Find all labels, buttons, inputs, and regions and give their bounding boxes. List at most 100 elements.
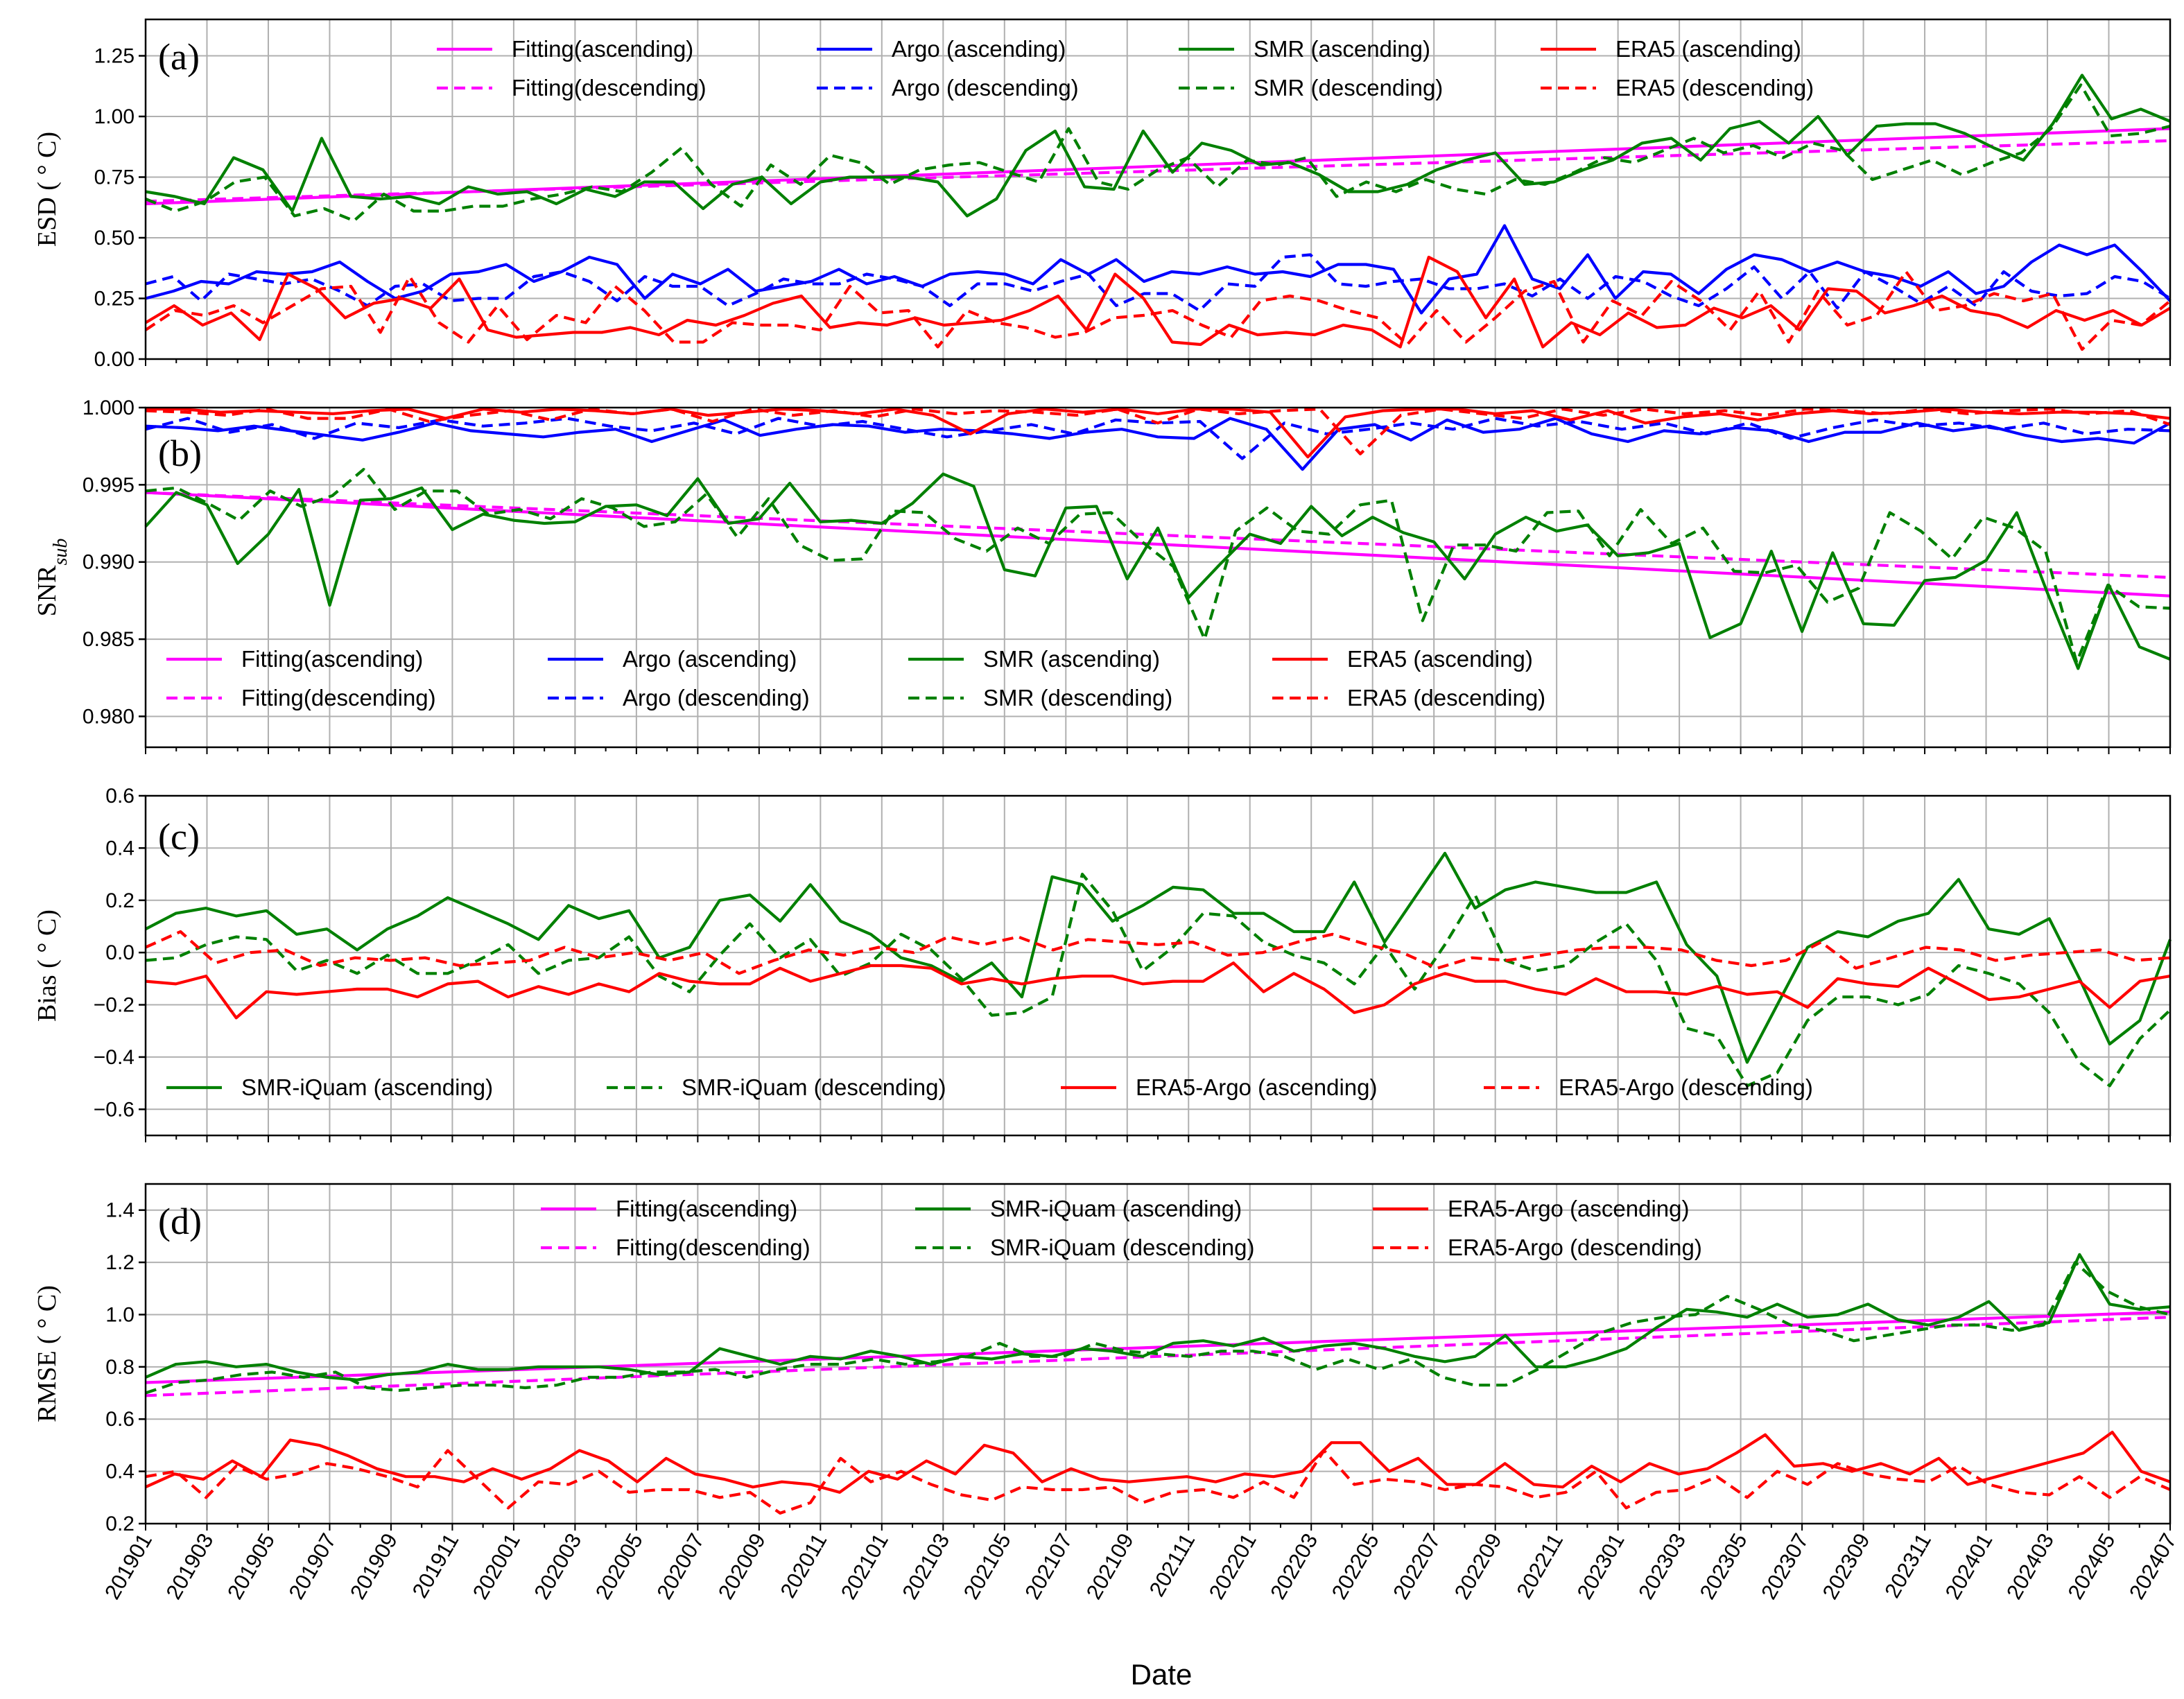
date-tick-label: 202201 [1204, 1529, 1261, 1603]
legend-entry: ERA5 (ascending) [1347, 646, 1533, 672]
series-line-era5-ascending [146, 408, 2171, 459]
date-tick-label: 202407 [2124, 1529, 2181, 1603]
date-tick-label: 202311 [1880, 1529, 1936, 1602]
series-line-argo-ascending [145, 417, 2172, 471]
y-tick-label: 0.985 [83, 628, 135, 651]
date-tick-label: 202211 [1511, 1529, 1568, 1602]
y-axis-label: ESD ( ° C) [33, 132, 62, 247]
date-tick-label: 202203 [1265, 1529, 1322, 1603]
date-tick-label: 202209 [1450, 1529, 1507, 1603]
y-tick-label: 1.25 [94, 45, 135, 68]
plot-frame [144, 794, 2172, 1137]
legend-entry: Fitting(descending) [241, 685, 436, 711]
legend-entry: ERA5-Argo (descending) [1448, 1235, 1702, 1260]
series-line-smr-ascending [145, 73, 2171, 218]
legend-entry: SMR-iQuam (descending) [682, 1074, 946, 1100]
y-tick-label: 1.2 [105, 1251, 135, 1274]
date-tick-label: 202011 [776, 1529, 832, 1602]
legend-entry: Fitting(ascending) [616, 1196, 797, 1221]
date-tick-label: 202007 [652, 1529, 709, 1603]
y-tick-label: 0.4 [105, 837, 135, 860]
date-tick-label: 202305 [1695, 1529, 1752, 1603]
date-tick-label: 202307 [1756, 1529, 1813, 1603]
date-tick-label: 202009 [713, 1529, 770, 1603]
panel-a-esd: 0.00 0.25 0.50 0.75 1.00 1.25 (a) ESD ( ° C) Fit… [33, 18, 2172, 371]
date-tick-label: 202403 [2002, 1529, 2059, 1603]
series-line-smr-descending [145, 83, 2171, 223]
series-line-smr-iquam-descending [145, 1260, 2171, 1395]
series-line-smr-iquam-ascending [145, 1253, 2171, 1382]
y-axis-label: SNRsub [33, 539, 71, 617]
date-tick-label: 202301 [1572, 1529, 1629, 1603]
y-tick-label: 0.75 [94, 166, 135, 189]
date-tick-label: 202001 [468, 1529, 525, 1603]
legend-entry: ERA5 (descending) [1615, 75, 1814, 101]
y-axis-label: RMSE ( ° C) [33, 1285, 62, 1422]
series-line-era5-descending [145, 408, 2171, 455]
panel-letter: (b) [158, 433, 202, 474]
legend-entry: SMR-iQuam (ascending) [990, 1196, 1242, 1221]
legend-entry: ERA5-Argo (descending) [1559, 1074, 1813, 1100]
y-tick-label: 1.0 [105, 1303, 135, 1326]
date-tick-label: 201901 [100, 1529, 157, 1603]
legend: Fitting(ascending) Fitting(descending) SMR… [541, 1196, 1702, 1260]
legend: SMR-iQuam (ascending) SMR-iQuam (descendi… [166, 1074, 1813, 1100]
y-tick-label: 0.2 [105, 889, 135, 912]
legend-entry: SMR (descending) [1254, 75, 1443, 101]
legend-entry: SMR (ascending) [983, 646, 1160, 672]
date-tick-label: 202103 [897, 1529, 954, 1603]
date-tick-label: 202207 [1388, 1529, 1445, 1603]
date-tick-label: 202105 [959, 1529, 1016, 1603]
panel-letter: (d) [158, 1201, 202, 1242]
series-line-argo-descending [145, 417, 2171, 460]
y-tick-label: −0.4 [94, 1046, 135, 1069]
date-tick-label: 202401 [1941, 1529, 1997, 1603]
series-line-smr-iquam-descending [145, 872, 2172, 1088]
y-tick-label: 1.4 [105, 1199, 135, 1222]
y-tick-label: 0.980 [83, 705, 135, 728]
date-tick-label: 202205 [1327, 1529, 1384, 1603]
legend-entry: SMR-iQuam (descending) [990, 1235, 1254, 1260]
series-line-fitting-descending [145, 491, 2171, 580]
legend-entry: SMR (ascending) [1254, 36, 1430, 62]
series-line-fitting-descending [145, 1316, 2171, 1397]
y-tick-label: 0.00 [94, 348, 135, 371]
legend-entry: Argo (ascending) [892, 36, 1066, 62]
panel-c-bias: −0.6 −0.4 −0.2 0.0 0.2 0.4 0.6 (c) Bias ( ° C) SM… [33, 785, 2172, 1142]
legend-entry: Fitting(descending) [512, 75, 707, 101]
series-line-smr-descending [145, 467, 2171, 664]
y-tick-label: 1.000 [83, 397, 135, 419]
y-tick-label: 0.2 [105, 1513, 135, 1535]
date-tick-label: 202005 [591, 1529, 648, 1603]
series-line-smr-ascending [144, 472, 2171, 670]
date-tick-label: 201907 [284, 1529, 340, 1603]
x-axis-title: Date [1131, 1658, 1193, 1691]
y-tick-label: 0.50 [94, 227, 135, 250]
date-tick-label: 202405 [2063, 1529, 2120, 1603]
date-tick-label: 201911 [408, 1529, 464, 1602]
date-tick-label: 201905 [223, 1529, 279, 1603]
y-axis-label-sub: sub [50, 539, 71, 566]
y-tick-label: 0.6 [105, 1408, 135, 1431]
series-line-era5-ascending [144, 255, 2172, 349]
plot-frame [144, 18, 2172, 360]
y-tick-label: 0.6 [105, 785, 135, 808]
panel-b-snr-sub: 0.980 0.985 0.990 0.995 1.000 (b) SNRsub Fittin… [33, 397, 2172, 754]
date-axis: 201901 201903 201905 201907 201909 201911 2020… [100, 1529, 2181, 1603]
y-tick-label: −0.6 [94, 1098, 135, 1121]
date-tick-label: 202003 [529, 1529, 586, 1603]
plot-frame [144, 406, 2172, 749]
legend-entry: Argo (descending) [623, 685, 810, 711]
legend-entry: ERA5-Argo (ascending) [1448, 1196, 1690, 1221]
date-tick-label: 202109 [1082, 1529, 1138, 1603]
legend-entry: SMR (descending) [983, 685, 1172, 711]
date-tick-label: 202111 [1145, 1529, 1200, 1601]
y-tick-label: 0.4 [105, 1461, 135, 1483]
legend-entry: ERA5 (ascending) [1615, 36, 1801, 62]
legend-entry: Fitting(descending) [616, 1235, 811, 1260]
series-line-era5-argo-descending [145, 1449, 2171, 1515]
y-tick-label: 0.25 [94, 288, 135, 311]
series-line-smr-iquam-ascending [145, 851, 2172, 1064]
series-line-fitting-ascending [145, 491, 2171, 598]
